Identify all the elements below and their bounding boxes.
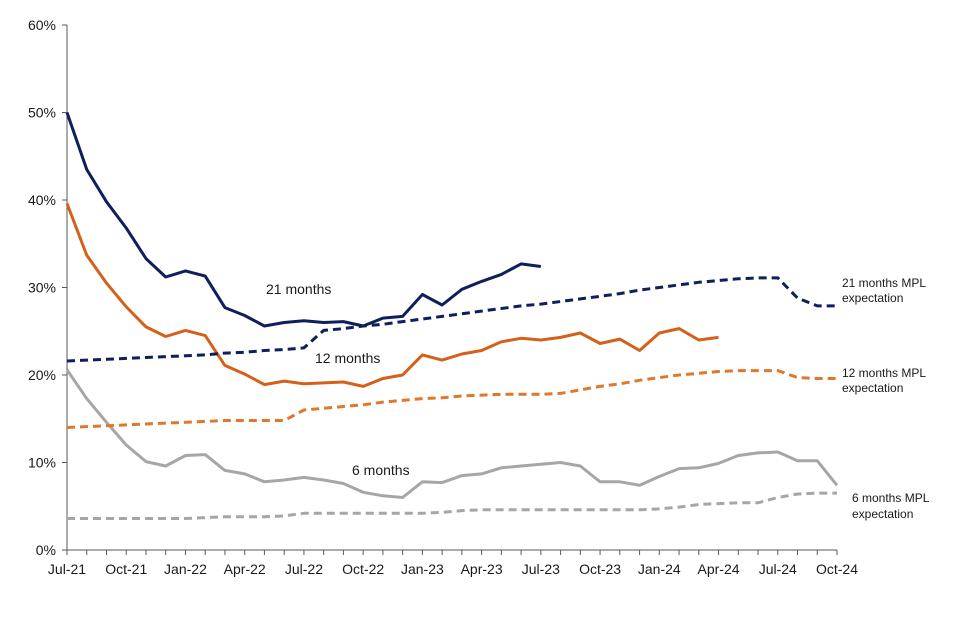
label-12-months-mpl-line2: expectation [842,381,903,395]
series-line-12-months-mpl-expectation [66,369,837,429]
x-tick-label: Jul-22 [285,561,323,577]
y-axis-tick-labels: 0% 10% 20% 30% 40% 50% 60% [28,17,56,558]
label-6-months: 6 months [352,462,410,478]
x-tick-label: Apr-24 [698,561,740,577]
y-tick-label: 50% [28,105,56,121]
series-annotations: 21 months 12 months 6 months 21 months M… [266,276,930,521]
x-tick-label: Apr-23 [461,561,503,577]
x-tick-label: Jan-24 [638,561,681,577]
series-line-6-months-mpl-expectation [67,491,837,520]
x-tick-label: Jul-21 [48,561,86,577]
x-tick-label: Oct-24 [816,561,858,577]
y-tick-label: 10% [28,455,56,471]
x-tick-label: Oct-22 [342,561,384,577]
y-tick-label: 30% [28,280,56,296]
x-tick-label: Apr-22 [224,561,266,577]
series-line-6-months [65,368,839,499]
label-6-months-mpl-line1: 6 months MPL [852,491,930,505]
label-21-months-mpl-line1: 21 months MPL [842,276,926,290]
y-tick-label: 0% [36,542,56,558]
x-tick-label: Jan-23 [401,561,444,577]
series-line-21-months [65,112,541,328]
label-12-months: 12 months [315,350,380,366]
label-6-months-mpl-line2: expectation [852,507,913,521]
x-tick-label: Jul-23 [522,561,560,577]
y-tick-label: 60% [28,17,56,33]
x-tick-label: Jan-22 [164,561,207,577]
label-21-months-mpl-line2: expectation [842,291,903,305]
label-21-months: 21 months [266,281,331,297]
series-line-21-months-mpl-expectation [66,276,837,363]
x-tick-label: Jul-24 [759,561,797,577]
x-axis-tick-labels: Jul-21 Oct-21 Jan-22 Apr-22 Jul-22 Oct-22 Jan-… [48,561,858,577]
label-12-months-mpl-line1: 12 months MPL [842,366,926,380]
y-tick-label: 40% [28,192,56,208]
chart-axes [62,24,838,555]
series-line-12-months [65,202,719,388]
series-lines [65,112,839,520]
y-tick-label: 20% [28,367,56,383]
x-tick-label: Oct-21 [105,561,147,577]
x-tick-label: Oct-23 [579,561,621,577]
